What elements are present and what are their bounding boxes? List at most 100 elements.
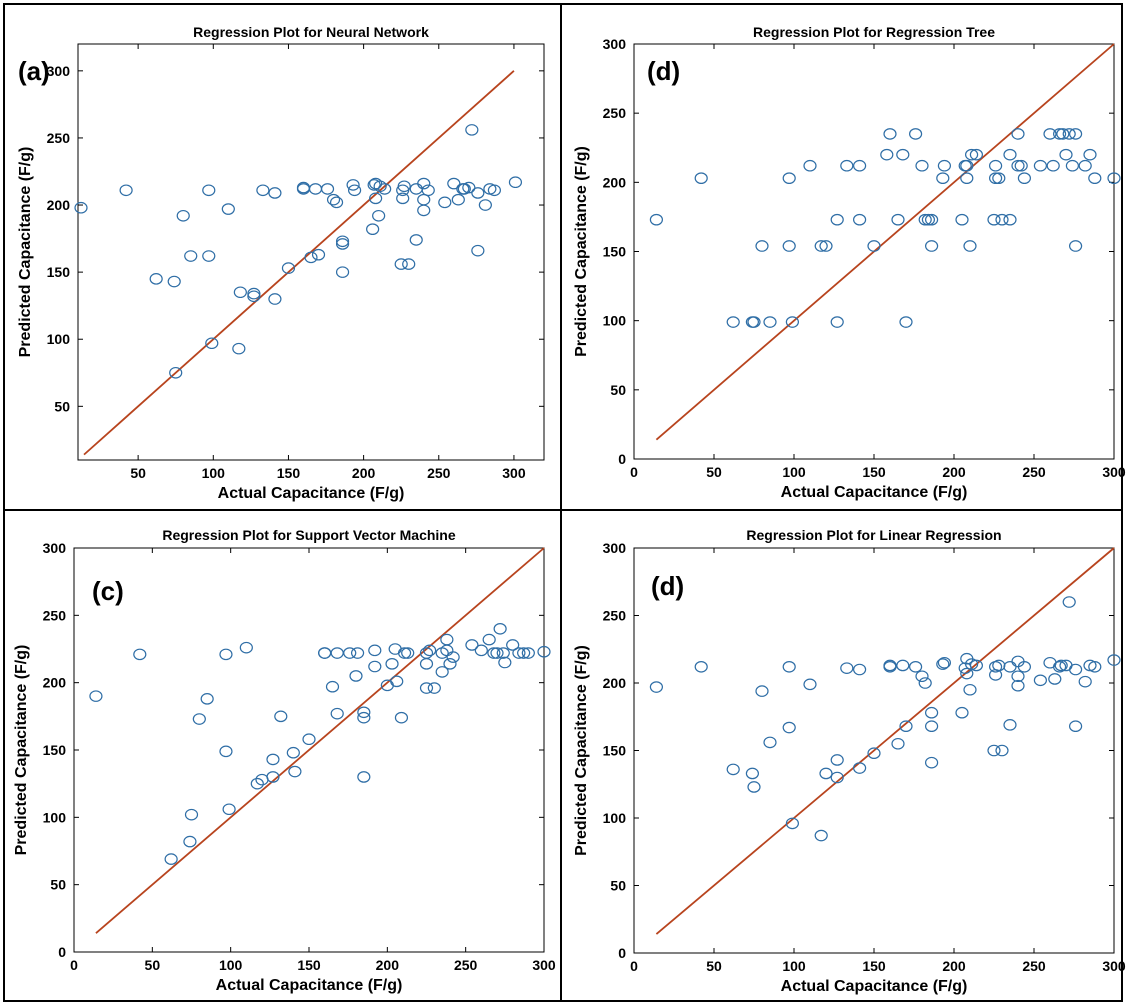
x-axis-label: Actual Capacitance (F/g) [216, 977, 403, 994]
data-point [402, 258, 416, 270]
x-tick-label: 200 [352, 465, 376, 481]
data-point [417, 204, 431, 217]
data-point [256, 184, 270, 197]
data-point [176, 209, 190, 222]
data-point [1011, 128, 1025, 140]
data-point [852, 663, 867, 676]
data-point [233, 286, 247, 299]
data-point [397, 180, 411, 193]
x-tick-label: 300 [532, 957, 556, 973]
data-point [908, 128, 923, 140]
data-point [830, 316, 844, 328]
data-point [349, 670, 363, 682]
data-point [918, 213, 932, 226]
data-point [247, 290, 261, 303]
y-tick-label: 50 [54, 398, 70, 414]
data-point [1043, 128, 1057, 140]
data-point [419, 647, 434, 659]
data-point [335, 266, 350, 278]
data-point [1088, 172, 1102, 184]
y-tick-label: 300 [47, 63, 71, 79]
data-point [288, 765, 302, 778]
data-point [286, 746, 300, 759]
data-point [1011, 679, 1025, 692]
data-point [183, 835, 197, 848]
data-point [785, 316, 800, 328]
y-tick-label: 100 [47, 331, 71, 347]
y-tick-label: 0 [58, 944, 66, 960]
data-point [747, 781, 761, 793]
data-point [988, 172, 1003, 184]
panel-tag: (a) [18, 56, 50, 86]
data-point [924, 706, 939, 719]
data-point [369, 177, 383, 190]
data-point [924, 720, 939, 732]
x-axis-label: Actual Capacitance (F/g) [781, 484, 968, 501]
data-point [726, 316, 740, 328]
data-point [346, 179, 360, 191]
x-tick-label: 150 [862, 464, 886, 480]
data-point [462, 181, 476, 194]
x-tick-label: 250 [427, 465, 451, 481]
y-tick-label: 300 [603, 36, 627, 52]
data-point [471, 244, 485, 257]
data-point [814, 240, 828, 252]
x-tick-label: 50 [706, 958, 722, 974]
x-tick-label: 150 [297, 957, 321, 973]
y-tick-label: 200 [603, 675, 627, 691]
data-point [1062, 596, 1076, 608]
data-point [1078, 675, 1092, 688]
data-point [1068, 720, 1083, 732]
ideal-fit-line [83, 70, 515, 456]
x-tick-label: 300 [1102, 464, 1126, 480]
data-point [1017, 172, 1032, 184]
x-tick-label: 100 [782, 958, 806, 974]
data-point [936, 658, 950, 670]
data-point [369, 192, 383, 205]
data-point [119, 184, 133, 197]
data-point [372, 209, 386, 222]
data-point [506, 639, 520, 651]
data-point [649, 681, 664, 693]
data-point [347, 184, 362, 197]
chart-panel-0: Regression Plot for Neural Network 50 100 1… [3, 3, 562, 511]
data-point [396, 192, 410, 205]
data-point [1059, 148, 1073, 161]
x-tick-label: 100 [219, 957, 243, 973]
data-point [852, 762, 867, 774]
x-tick-label: 250 [1022, 958, 1046, 974]
data-point [373, 180, 387, 193]
data-point [915, 159, 929, 172]
data-point [89, 690, 103, 702]
data-point [852, 213, 867, 226]
data-point [1011, 670, 1025, 683]
data-point [1052, 128, 1067, 140]
data-point [487, 647, 501, 659]
data-point [487, 184, 501, 197]
data-point [1014, 159, 1028, 172]
data-point [1033, 674, 1048, 687]
data-point [446, 651, 460, 663]
data-point [250, 777, 264, 790]
data-point [1052, 660, 1067, 673]
data-point [1068, 128, 1083, 140]
panel-tag: (c) [92, 576, 124, 606]
data-point [397, 647, 412, 659]
data-point [471, 187, 485, 199]
x-tick-label: 50 [706, 464, 722, 480]
data-point [937, 656, 952, 669]
data-point [969, 148, 984, 161]
data-point [918, 677, 932, 689]
data-point [785, 817, 800, 830]
data-point [1107, 654, 1121, 666]
data-point [366, 223, 380, 235]
data-point [320, 183, 335, 195]
data-point [427, 682, 441, 694]
data-point [814, 829, 828, 842]
data-point [451, 193, 465, 206]
data-point [747, 316, 761, 328]
data-point [1017, 660, 1032, 673]
data-point [419, 682, 434, 694]
data-point [394, 258, 408, 270]
